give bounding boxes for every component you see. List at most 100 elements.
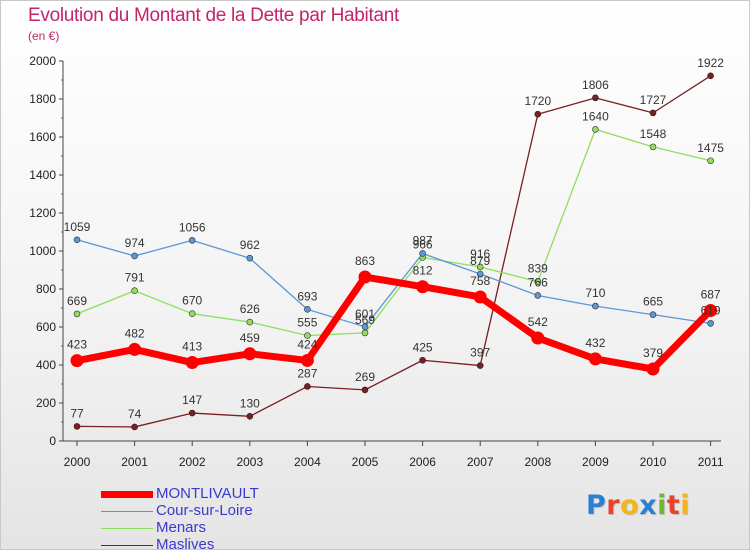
data-label: 130 (240, 396, 260, 410)
x-tick-label: 2001 (121, 455, 148, 469)
data-label: 693 (297, 289, 317, 303)
data-point (476, 263, 484, 271)
legend-label: Menars (156, 519, 207, 536)
data-label: 1548 (640, 127, 667, 141)
data-label: 619 (701, 303, 721, 317)
data-label: 710 (585, 286, 605, 300)
data-label: 863 (355, 254, 375, 268)
data-point (704, 303, 718, 317)
axes: 0 200 400 600 800 1000 1200 1400 1600 1800 2000 200… (29, 54, 724, 469)
legend-swatch (101, 511, 153, 512)
data-label: 758 (470, 274, 490, 288)
data-label: 569 (355, 313, 375, 327)
data-point (649, 143, 657, 151)
data-label: 601 (355, 307, 375, 321)
data-label: 669 (67, 294, 87, 308)
data-label: 423 (67, 338, 87, 352)
y-tick-label: 2000 (29, 54, 56, 68)
y-tick-label: 600 (36, 320, 56, 334)
data-label: 962 (240, 238, 260, 252)
data-label: 1475 (697, 141, 724, 155)
data-label: 626 (240, 302, 260, 316)
y-tick-label: 1800 (29, 92, 56, 106)
data-point (185, 356, 199, 370)
data-point (188, 409, 196, 417)
legend-swatch (101, 528, 153, 529)
chart-title: Evolution du Montant de la Dette par Hab… (28, 5, 399, 26)
data-point (592, 94, 599, 102)
data-labels: 423 482 413 459 424 863 812 758 542 432 379 687 1059… (64, 56, 725, 421)
data-point (588, 352, 602, 366)
series-line (76, 239, 711, 328)
data-label: 482 (125, 326, 145, 340)
data-point (707, 157, 714, 165)
data-point (300, 353, 314, 367)
data-label: 269 (355, 370, 375, 384)
data-point (531, 331, 545, 345)
data-point (131, 423, 138, 431)
data-point (73, 236, 81, 244)
data-label: 1640 (582, 109, 609, 123)
legend-label: MONTLIVAULT (156, 485, 259, 502)
data-point (592, 302, 599, 310)
y-tick-label: 1600 (29, 130, 56, 144)
logo-letter: o (620, 490, 640, 521)
data-label: 555 (297, 316, 317, 330)
data-point (361, 329, 369, 337)
data-label: 987 (413, 233, 433, 247)
data-label: 916 (470, 247, 490, 261)
data-label: 147 (182, 393, 202, 407)
data-label: 974 (125, 236, 145, 250)
data-label: 839 (528, 262, 548, 276)
data-label: 379 (643, 346, 663, 360)
data-label: 1922 (697, 56, 724, 70)
data-label: 425 (413, 340, 433, 354)
logo-letter: i (680, 490, 691, 521)
series-lines (70, 72, 718, 431)
data-point (73, 310, 81, 318)
data-point (361, 323, 369, 331)
data-point (70, 354, 84, 368)
logo-letter: x (639, 490, 658, 521)
unit-label: (en €) (28, 29, 60, 43)
legend-swatch (101, 545, 153, 546)
data-label: 670 (182, 294, 202, 308)
x-tick-label: 2002 (179, 455, 206, 469)
logo-letter: P (586, 490, 607, 521)
data-point (73, 423, 81, 430)
series-line (76, 128, 711, 337)
y-tick-label: 200 (36, 396, 56, 410)
data-label: 542 (528, 315, 548, 329)
data-label: 1056 (179, 220, 206, 234)
data-label: 74 (128, 407, 142, 421)
data-label: 687 (701, 287, 721, 301)
data-point (243, 347, 257, 361)
data-point (131, 287, 138, 295)
data-point (128, 342, 142, 356)
data-label: 791 (125, 271, 145, 285)
data-label: 432 (585, 336, 605, 350)
data-label: 424 (297, 337, 317, 351)
data-point (592, 126, 599, 133)
data-point (476, 270, 484, 278)
data-point (707, 320, 714, 327)
data-point (473, 290, 487, 304)
legend-swatch (101, 491, 153, 498)
x-tick-label: 2003 (236, 455, 263, 469)
x-tick-label: 2007 (467, 455, 494, 469)
data-label: 397 (470, 346, 490, 360)
data-point (649, 311, 657, 318)
x-tick-label: 2008 (524, 455, 551, 469)
data-label: 1720 (524, 94, 551, 108)
x-tick-label: 2005 (352, 455, 379, 469)
proxiti-logo: Proxiti (586, 490, 690, 521)
data-point (304, 306, 311, 313)
data-point (534, 110, 542, 118)
y-tick-label: 800 (36, 282, 56, 296)
y-tick-label: 1200 (29, 206, 56, 220)
x-tick-label: 2011 (698, 455, 724, 469)
data-point (534, 278, 542, 285)
data-point (246, 254, 254, 262)
data-point (534, 292, 542, 299)
data-point (476, 362, 484, 369)
